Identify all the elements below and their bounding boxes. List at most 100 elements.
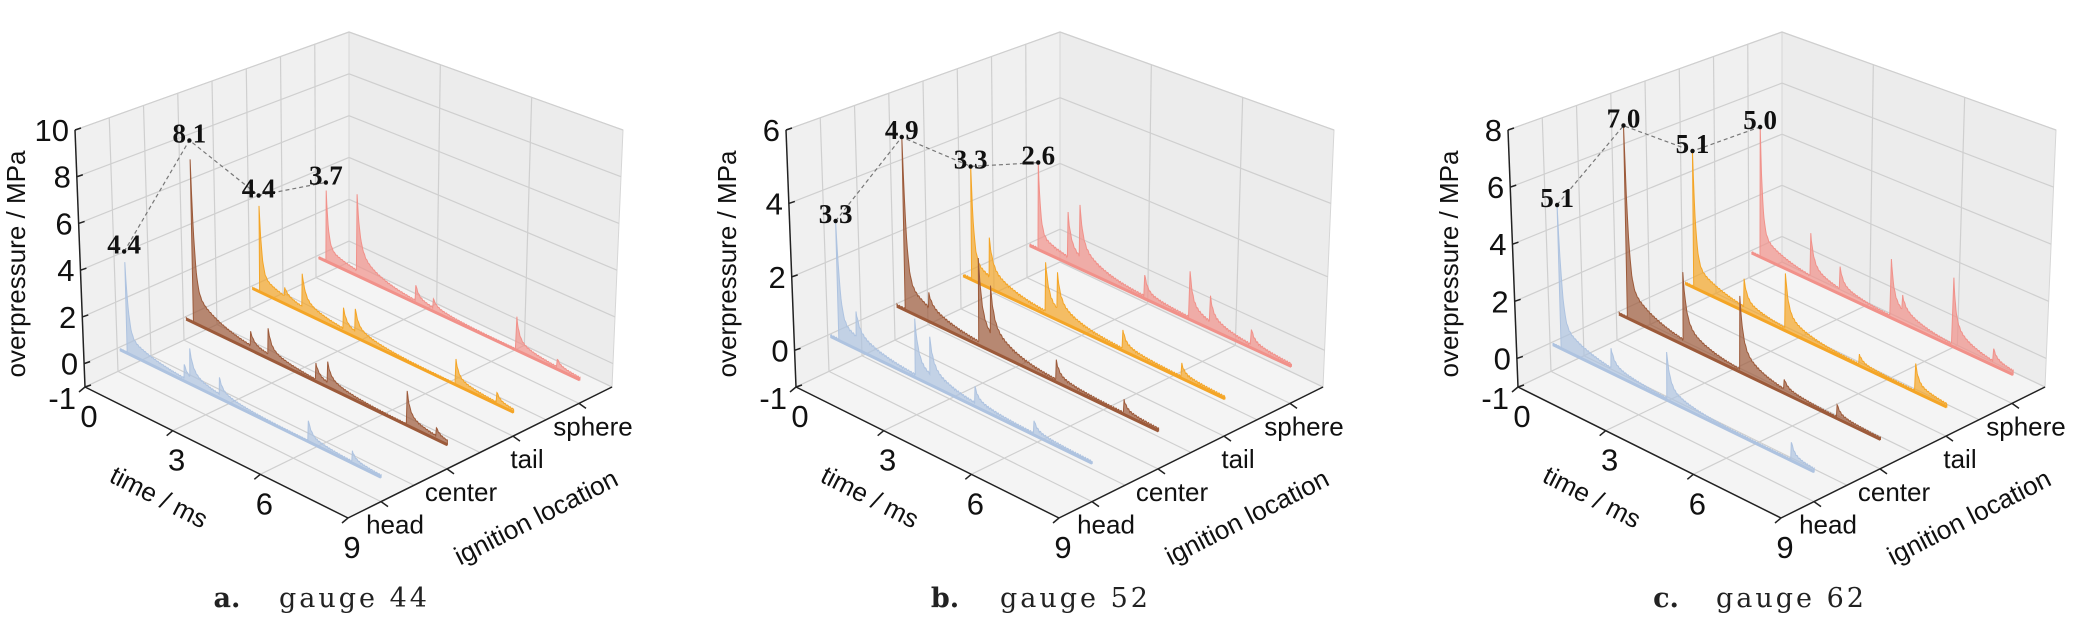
location-tick-mark — [1945, 435, 1954, 442]
gridline — [1781, 184, 2049, 302]
gridline — [348, 156, 618, 271]
z-tick-mark — [78, 220, 85, 225]
time-tick-mark — [166, 430, 174, 437]
peak-value-label: 3.3 — [819, 199, 853, 229]
gridline — [1507, 31, 1783, 131]
peak-value-label: 4.9 — [885, 115, 919, 145]
location-tick-mark — [1879, 468, 1888, 475]
z-tick-label: 2 — [1491, 284, 1508, 319]
peak-connector-line — [123, 139, 327, 253]
gridline — [282, 292, 547, 421]
series-baseline-center — [185, 317, 449, 447]
time-tick-mark — [78, 386, 86, 393]
peak-value-label: 3.7 — [309, 160, 343, 190]
gridline — [956, 68, 962, 309]
time-tick-label: 6 — [967, 486, 984, 521]
z-tick-label: 6 — [55, 206, 72, 241]
location-tick-mark — [1289, 402, 1298, 409]
gridline — [888, 93, 896, 341]
z-tick-mark — [84, 384, 92, 388]
gridline — [1781, 133, 2052, 245]
z-tick-mark — [80, 267, 87, 271]
gridline — [990, 56, 995, 294]
z-tick-mark — [795, 384, 803, 388]
z-tick-label: -1 — [759, 381, 787, 416]
time-axis-label: time / ms — [1538, 460, 1646, 535]
time-axis-label: time / ms — [816, 460, 924, 535]
time-tick-label: 6 — [256, 486, 273, 521]
z-tick-label: 2 — [768, 260, 785, 295]
series-baseline-head — [830, 335, 1093, 465]
z-tick-mark — [74, 127, 82, 131]
time-tick-mark — [1599, 430, 1607, 437]
gridline — [279, 56, 284, 294]
peak-value-label: 7.0 — [1607, 104, 1641, 134]
gridline — [1610, 93, 1618, 341]
series-baseline-center — [896, 304, 1160, 433]
peak-value-label: 5.0 — [1743, 105, 1777, 135]
gridline — [993, 292, 1258, 421]
gridline — [828, 370, 1093, 503]
z-tick-mark — [82, 314, 89, 318]
gridline — [1059, 162, 1328, 278]
gridline — [260, 344, 525, 475]
gridline — [348, 115, 620, 225]
z-tick-label: 6 — [763, 113, 780, 148]
gridline — [883, 303, 1148, 432]
time-tick-label: 0 — [1513, 399, 1530, 434]
gridline — [785, 31, 1061, 131]
location-tick-label: tail — [510, 444, 543, 474]
gridline — [108, 117, 119, 372]
gridline — [922, 80, 929, 325]
location-tick-label: center — [425, 477, 498, 507]
gridline — [1510, 82, 1783, 188]
gridline — [76, 73, 350, 178]
series-baseline-head — [119, 348, 382, 479]
gridline — [172, 303, 437, 432]
time-axis-line — [795, 386, 1060, 519]
gridline — [1575, 105, 1585, 356]
location-tick-label: tail — [1221, 444, 1254, 474]
z-axis-label: overpressure / MPa — [1434, 150, 1464, 377]
panel-label: c. — [1653, 583, 1679, 614]
z-tick-mark — [83, 360, 91, 365]
gridline — [1682, 308, 1947, 437]
series-area-tail — [962, 164, 1226, 400]
series-baseline-tail — [251, 287, 515, 414]
location-tick-mark — [2011, 402, 2020, 409]
gridline — [80, 156, 350, 271]
time-axis-label: time / ms — [105, 460, 213, 535]
z-tick-label: 6 — [1487, 170, 1504, 205]
z-tick-label: 0 — [771, 333, 788, 368]
location-tick-label: center — [1136, 477, 1209, 507]
location-tick-label: sphere — [1986, 411, 2066, 441]
location-tick-mark — [1223, 435, 1232, 442]
z-tick-label: 8 — [54, 160, 71, 195]
z-axis-line — [1507, 129, 1519, 388]
time-tick-mark — [1686, 473, 1694, 480]
peak-value-label: 4.4 — [242, 174, 276, 204]
gridline — [788, 97, 1061, 204]
z-tick-label: 4 — [57, 253, 74, 288]
gridline — [960, 308, 1225, 437]
panel-caption: gauge 62 — [1716, 583, 1867, 614]
series-baseline-tail — [962, 274, 1226, 401]
series-area-sphere — [318, 190, 581, 381]
z-tick-label: 2 — [59, 300, 76, 335]
z-axis-label: overpressure / MPa — [712, 150, 742, 377]
z-tick-mark — [1516, 355, 1524, 360]
z-tick-label: 4 — [766, 186, 783, 221]
z-tick-label: 0 — [61, 347, 78, 382]
time-tick-mark — [1052, 517, 1060, 524]
location-tick-mark — [1091, 501, 1100, 508]
time-tick-mark — [1774, 517, 1782, 524]
z-tick-label: -1 — [1481, 381, 1509, 416]
series-area-head — [830, 219, 1093, 465]
time-tick-mark — [253, 473, 261, 480]
gridline — [1712, 56, 1717, 294]
location-tick-mark — [578, 402, 587, 409]
z-tick-mark — [785, 127, 793, 131]
time-tick-label: 3 — [1601, 443, 1618, 478]
time-tick-label: 9 — [1054, 530, 1071, 565]
gridline — [348, 31, 624, 131]
